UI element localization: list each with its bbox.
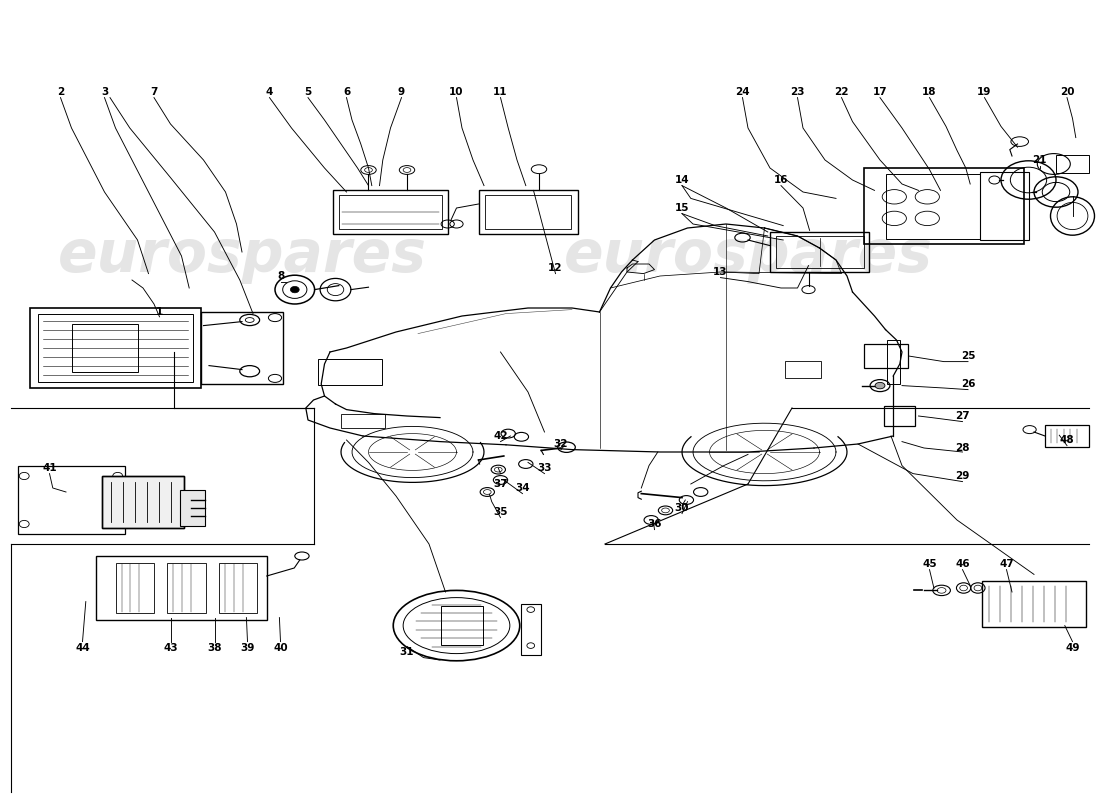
Text: 31: 31 [399,647,415,657]
Text: 23: 23 [790,87,805,97]
Bar [18,466,125,534]
Text: 12: 12 [548,263,563,273]
Text: 25: 25 [960,351,976,361]
Bar [1045,425,1089,447]
Bar [101,476,185,528]
Text: 14: 14 [674,175,690,185]
Text: 27: 27 [955,411,970,421]
Text: 36: 36 [647,519,662,529]
Text: 43: 43 [163,643,178,653]
Bar [865,168,1023,245]
Ellipse shape [876,382,884,389]
Bar [478,190,578,234]
Text: 18: 18 [922,87,937,97]
Bar [39,314,192,382]
Text: 48: 48 [1059,435,1075,445]
Text: 7: 7 [151,87,157,97]
Text: 19: 19 [977,87,992,97]
Bar [180,490,205,526]
Bar [884,406,915,426]
Bar [200,312,284,384]
Text: 9: 9 [398,87,405,97]
Text: 4: 4 [266,87,273,97]
Text: eurospares: eurospares [563,227,933,285]
Text: 6: 6 [343,87,350,97]
Bar [318,359,382,385]
Bar [341,414,385,428]
Bar [219,563,257,613]
Bar [97,556,266,620]
Text: 24: 24 [735,87,750,97]
Text: 28: 28 [955,443,970,453]
Bar [864,344,907,368]
Bar [332,190,449,234]
Bar [167,563,206,613]
Text: 26: 26 [960,379,976,389]
Text: 39: 39 [240,643,255,653]
Text: 38: 38 [207,643,222,653]
Text: 17: 17 [872,87,888,97]
Text: 29: 29 [955,471,970,481]
Text: 32: 32 [553,439,569,449]
Text: 47: 47 [999,559,1014,569]
Text: 10: 10 [449,87,464,97]
Text: 41: 41 [42,463,57,473]
Bar [776,236,864,268]
Bar [441,606,483,645]
Text: 46: 46 [955,559,970,569]
Text: 16: 16 [773,175,789,185]
Bar [30,308,200,388]
Text: 22: 22 [834,87,849,97]
Bar [980,172,1030,240]
Text: 30: 30 [674,503,690,513]
Text: 33: 33 [537,463,552,473]
Ellipse shape [290,286,299,293]
Bar [116,563,154,613]
Text: 13: 13 [713,267,728,277]
Bar [981,581,1087,627]
Bar [485,194,571,229]
Text: 34: 34 [515,483,530,493]
Text: 35: 35 [493,507,508,517]
Text: 15: 15 [674,203,690,213]
Bar [101,476,185,528]
Text: 2: 2 [57,87,64,97]
Text: 3: 3 [101,87,108,97]
Bar [339,194,441,229]
Bar [1056,155,1089,173]
Text: 11: 11 [493,87,508,97]
Text: 1: 1 [156,307,163,317]
Bar [887,339,900,383]
Bar [521,605,541,654]
Text: 5: 5 [305,87,311,97]
Bar [887,174,979,238]
Text: 44: 44 [75,643,90,653]
Text: 40: 40 [273,643,288,653]
Text: 42: 42 [493,431,508,441]
Text: 21: 21 [1032,155,1047,165]
Bar [785,361,821,378]
Text: 37: 37 [493,479,508,489]
Text: 20: 20 [1059,87,1075,97]
Text: 49: 49 [1065,643,1080,653]
Text: 8: 8 [277,271,284,281]
Bar [770,232,869,272]
Text: 45: 45 [922,559,937,569]
Bar [72,324,138,372]
Text: eurospares: eurospares [57,227,427,285]
